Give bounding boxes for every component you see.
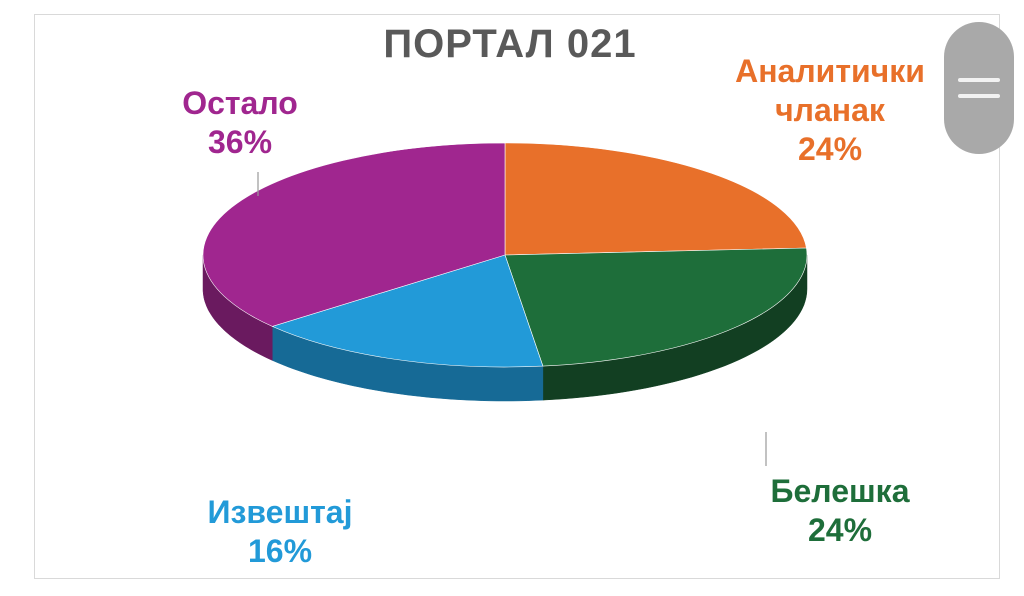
slice-label-beleshka: Белешка 24% <box>730 472 950 550</box>
slice-label-line: чланак <box>775 92 885 128</box>
handle-grip-icon <box>958 94 1000 98</box>
slice-label-ostalo: Остало 36% <box>130 84 350 162</box>
slice-beleshka <box>504 247 808 367</box>
slice-label-line: Остало <box>182 85 298 121</box>
handle-grip-icon <box>958 78 1000 82</box>
slice-value-label: 24% <box>797 131 863 167</box>
drag-handle[interactable] <box>944 22 1014 154</box>
slice-ostalo <box>202 142 506 327</box>
slice-analiticki <box>504 142 807 256</box>
slice-label-line: Аналитички <box>735 53 925 89</box>
chart-title: ПОРТАЛ 021 <box>383 22 637 66</box>
slice-label-line: Извештај <box>207 494 353 530</box>
slice-label-analiticki: Аналитички чланак 24% <box>700 52 960 169</box>
slice-label-izveshtaj: Извештај 16% <box>170 493 390 571</box>
slice-value-label: 36% <box>207 124 273 160</box>
slice-label-line: Белешка <box>770 473 910 509</box>
slice-value-label: 24% <box>807 512 873 548</box>
slice-izveshtaj <box>271 254 544 368</box>
slice-value-label: 16% <box>247 533 313 569</box>
